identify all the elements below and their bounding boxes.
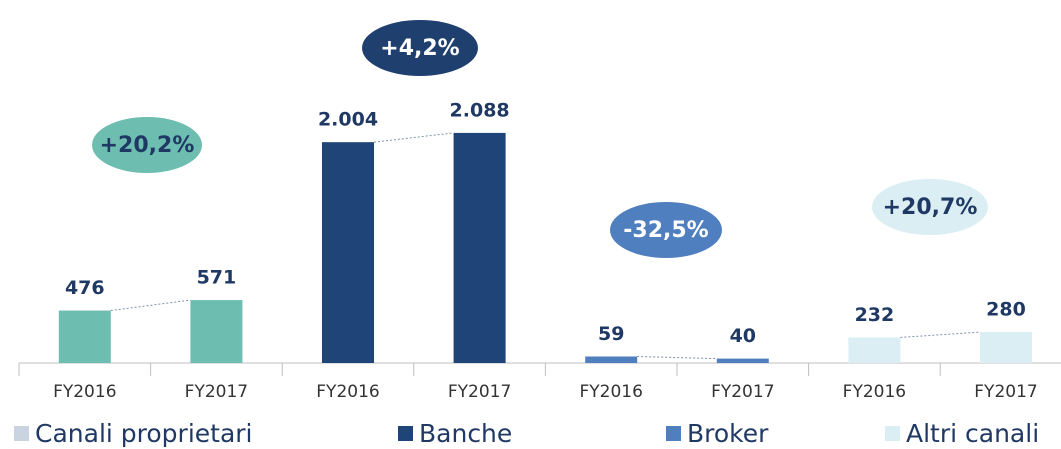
- legend-swatch: [666, 426, 681, 441]
- bar: [848, 337, 901, 363]
- growth-label: -32,5%: [623, 218, 708, 243]
- data-label: 476: [65, 277, 105, 299]
- growth-bubble: [872, 179, 988, 235]
- legend-swatch: [398, 426, 413, 441]
- growth-bubble: [362, 20, 478, 76]
- data-label: 40: [730, 325, 756, 347]
- connector: [373, 132, 454, 143]
- data-label: 59: [598, 323, 624, 345]
- x-tick-label: FY2016: [53, 382, 116, 402]
- bar: [58, 310, 111, 363]
- growth-bubble: [92, 117, 202, 173]
- data-label: 232: [855, 304, 895, 326]
- growth-bubble: [610, 202, 722, 258]
- legend-label: Banche: [419, 419, 512, 448]
- growth-label: +20,7%: [883, 195, 978, 220]
- data-label: 2.088: [450, 99, 510, 121]
- connector: [637, 355, 717, 360]
- legend-label: Broker: [687, 419, 769, 448]
- x-tick-label: FY2017: [711, 382, 774, 402]
- legend-label: Altri canali: [906, 419, 1039, 448]
- bar: [453, 132, 506, 363]
- data-label: 280: [986, 299, 1026, 321]
- bar: [190, 300, 243, 363]
- growth-label: +20,2%: [100, 133, 195, 158]
- x-tick-label: FY2017: [974, 382, 1037, 402]
- x-tick-label: FY2016: [316, 382, 379, 402]
- bar: [322, 142, 374, 363]
- legend-swatch: [885, 426, 900, 441]
- legend-label: Canali proprietari: [35, 419, 253, 448]
- x-tick-label: FY2017: [448, 382, 511, 402]
- connector: [900, 331, 981, 338]
- x-tick-label: FY2016: [579, 382, 642, 402]
- x-tick-label: FY2017: [185, 382, 248, 402]
- growth-label: +4,2%: [380, 36, 459, 61]
- bar: [585, 356, 638, 363]
- data-label: 571: [197, 267, 237, 289]
- connector: [110, 299, 191, 312]
- bar: [716, 358, 769, 363]
- x-tick-label: FY2016: [843, 382, 906, 402]
- bar: [980, 332, 1032, 363]
- legend-swatch: [14, 426, 29, 441]
- data-label: 2.004: [318, 109, 378, 131]
